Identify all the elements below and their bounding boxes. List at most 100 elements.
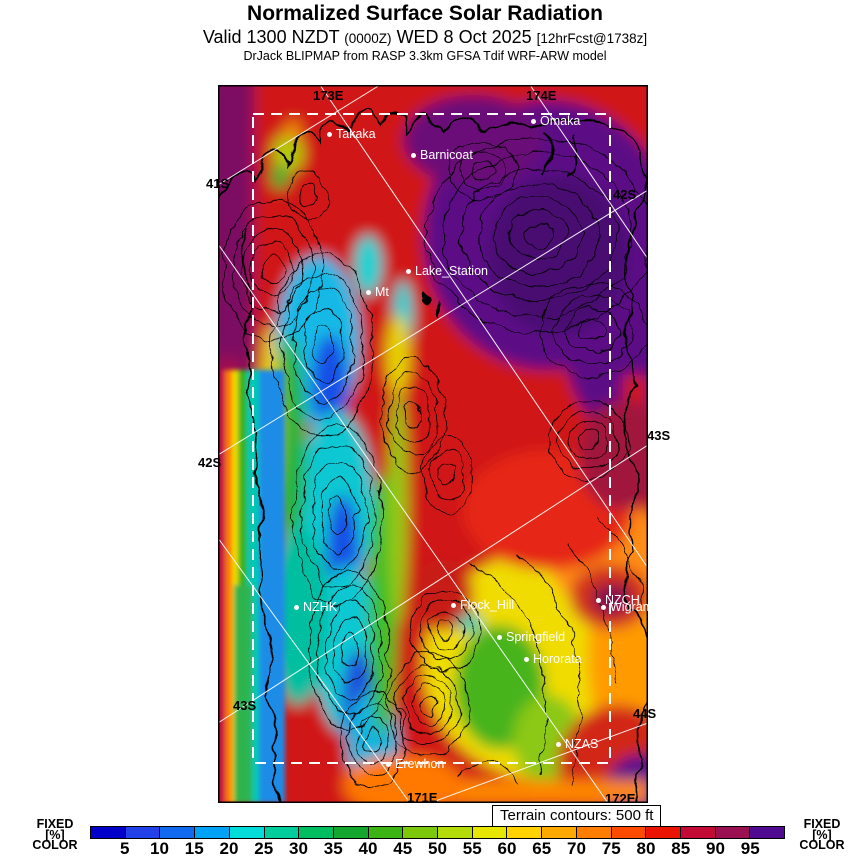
colorbar-tick-70: 70	[567, 839, 586, 858]
site-name: Lake_Station	[415, 264, 488, 278]
colorbar-tick-40: 40	[358, 839, 378, 858]
colorbar-tick-35: 35	[323, 839, 343, 858]
site-name: Barnicoat	[420, 148, 473, 162]
graticule-label-174e: 174E	[526, 88, 557, 103]
colorbar-tick-45: 45	[393, 839, 413, 858]
graticule-label-43s: 43S	[647, 428, 671, 443]
site-name: Springfield	[506, 630, 566, 644]
graticule-label-42s: 42S	[613, 187, 637, 202]
terrain-contours-note: Terrain contours: 500 ft	[492, 805, 662, 827]
map-art	[218, 85, 648, 803]
valid-utc: (0000Z)	[344, 31, 392, 47]
colorbar-segment	[333, 827, 369, 838]
colorbar-segment	[576, 827, 612, 838]
colorbar-tick-20: 20	[219, 839, 239, 858]
colorbar-segment	[264, 827, 300, 838]
site-label-omaka: Omaka	[531, 114, 580, 128]
colorbar-segment	[611, 827, 647, 838]
site-label-takaka: Takaka	[327, 127, 376, 141]
graticule-label-173e: 173E	[313, 88, 344, 103]
colorbar-segment	[646, 827, 681, 838]
color-label: COLOR	[799, 838, 845, 852]
colorbar-segment	[542, 827, 577, 838]
colorbar-segment	[160, 827, 196, 838]
site-label-flock_hill: Flock_Hill	[451, 598, 514, 612]
percent-label: [%]	[45, 827, 65, 842]
colorbar-segment	[507, 827, 543, 838]
terrain-contour-lines	[222, 136, 648, 789]
page-title: Normalized Surface Solar Radiation	[247, 2, 603, 25]
site-dot	[497, 634, 502, 640]
colorbar-side-label-right: FIXED [%] COLOR	[792, 817, 850, 852]
site-label-erewhon: Erewhon	[386, 757, 444, 771]
colorbar-segment	[472, 827, 508, 838]
site-label-hororata: Hororata	[524, 652, 582, 666]
site-name: Hororata	[533, 652, 582, 666]
colorbar-tick-80: 80	[636, 839, 656, 858]
colorbar-tick-85: 85	[671, 839, 691, 858]
colorbar-tick-95: 95	[740, 839, 760, 858]
site-label-lake_station: Lake_Station	[406, 264, 488, 278]
graticule-label-172e: 172E	[605, 791, 636, 806]
site-name: Takaka	[336, 127, 376, 141]
colorbar-segment	[750, 827, 785, 838]
site-dot	[294, 604, 299, 610]
model-line: DrJack BLIPMAP from RASP 3.3km GFSA Tdif…	[243, 48, 607, 63]
valid-date: WED 8 Oct 2025	[396, 27, 532, 48]
percent-label: [%]	[812, 827, 832, 842]
colorbar-tick-90: 90	[706, 839, 725, 858]
site-name: NZCH	[605, 593, 640, 607]
site-dot	[327, 131, 332, 137]
site-name: NZAS	[565, 737, 599, 751]
graticule-label-43s: 43S	[233, 698, 257, 713]
colorbar-segment	[125, 827, 161, 838]
graticule-label-42s: 42S	[198, 455, 222, 470]
colorbar-segment	[403, 827, 439, 838]
graticule-label-41s: 41S	[206, 176, 230, 191]
graticule-label-44s: 44S	[633, 706, 657, 721]
site-dot	[366, 289, 371, 295]
site-label-springfield: Springfield	[497, 630, 565, 644]
site-dot	[556, 741, 561, 747]
site-name: Omaka	[540, 114, 581, 128]
site-dot	[524, 656, 529, 662]
site-name: Mt	[375, 285, 389, 299]
colorbar-tick-50: 50	[428, 839, 447, 858]
site-dot	[406, 268, 411, 274]
colorbar-segment	[299, 827, 334, 838]
colorbar-tick-5: 5	[120, 839, 130, 858]
site-name: Flock_Hill	[460, 598, 515, 612]
site-label-barnicoat: Barnicoat	[411, 148, 473, 162]
site-dot	[596, 597, 601, 603]
graticule-label-171e: 171E	[407, 790, 438, 805]
valid-time-line: Valid 1300 NZDT (0000Z) WED 8 Oct 2025 […	[0, 27, 850, 48]
colorbar-tick-10: 10	[150, 839, 169, 858]
fixed-label: FIXED	[803, 817, 841, 831]
colorbar-tick-75: 75	[601, 839, 621, 858]
colorbar-segment	[91, 827, 126, 838]
site-label-mt: Mt	[366, 285, 389, 299]
colorbar-side-label-left: FIXED [%] COLOR	[25, 818, 85, 852]
site-name: NZHK	[303, 600, 338, 614]
site-name: Wigram	[610, 600, 654, 614]
site-dot	[531, 118, 536, 124]
site-dot	[601, 604, 606, 610]
site-dot	[386, 761, 391, 767]
site-dot	[451, 602, 456, 608]
colorbar-tick-60: 60	[497, 839, 517, 858]
colorbar-segment	[715, 827, 751, 838]
site-dot	[411, 152, 416, 158]
colorbar-segment	[229, 827, 265, 838]
colorbar-segment	[438, 827, 473, 838]
graticule-lines	[218, 85, 648, 803]
colorbar-tick-30: 30	[289, 839, 308, 858]
colorbar-segment	[368, 827, 404, 838]
colorbar-tick-55: 55	[462, 839, 482, 858]
color-label: COLOR	[32, 838, 78, 852]
colorbar-tick-15: 15	[184, 839, 204, 858]
coastline	[218, 109, 648, 803]
colorbar-ticks: 5 10 15 20 25 30 35 40 45 50 55 60 65 70 75 80 85 90 95	[90, 839, 785, 859]
colorbar-tick-65: 65	[532, 839, 552, 858]
colorbar-segment	[680, 827, 716, 838]
